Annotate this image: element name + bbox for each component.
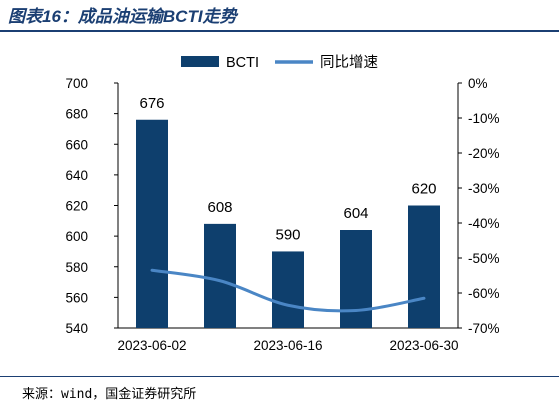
source-note: 来源：wind，国金证券研究所 bbox=[22, 387, 197, 402]
data-labels: 676 608 590 604 620 bbox=[139, 95, 436, 244]
chart-title: 图表16：成品油运输BCTI走势 bbox=[8, 7, 237, 26]
bar-data-label: 604 bbox=[343, 205, 368, 222]
right-tick-label: -30% bbox=[468, 181, 500, 196]
left-tick-label: 660 bbox=[65, 137, 88, 152]
bar bbox=[136, 119, 168, 328]
legend: BCTI 同比增速 bbox=[181, 54, 378, 71]
left-tick-label: 700 bbox=[65, 76, 88, 91]
left-tick-label: 620 bbox=[65, 199, 88, 214]
bar-data-label: 608 bbox=[207, 199, 232, 216]
title-divider bbox=[0, 30, 559, 32]
legend-swatch-bcti bbox=[181, 56, 219, 67]
right-tick-label: 0% bbox=[468, 76, 488, 91]
left-tick-label: 540 bbox=[65, 321, 88, 336]
source-divider bbox=[0, 376, 559, 377]
right-tick-label: -50% bbox=[468, 251, 500, 266]
right-tick-label: -10% bbox=[468, 111, 500, 126]
left-tick-label: 580 bbox=[65, 260, 88, 275]
right-tick-label: -60% bbox=[468, 286, 500, 301]
bar-data-label: 676 bbox=[139, 95, 164, 112]
left-tick-label: 560 bbox=[65, 290, 88, 305]
x-tick-label: 2023-06-30 bbox=[389, 338, 458, 353]
right-tick-label: -40% bbox=[468, 216, 500, 231]
bcti-chart: 700 680 660 640 620 600 580 560 540 0% -10% -20% -30… bbox=[65, 54, 499, 353]
yoy-line bbox=[150, 268, 426, 313]
bar bbox=[408, 205, 440, 328]
bar-data-label: 590 bbox=[275, 226, 300, 243]
bar bbox=[272, 251, 304, 328]
right-tick-label: -70% bbox=[468, 321, 500, 336]
x-tick-label: 2023-06-16 bbox=[253, 338, 322, 353]
bar bbox=[340, 230, 372, 328]
bar-data-label: 620 bbox=[411, 181, 436, 198]
legend-label-bcti: BCTI bbox=[226, 55, 259, 71]
bars bbox=[136, 119, 440, 328]
right-tick-label: -20% bbox=[468, 146, 500, 161]
axes: 700 680 660 640 620 600 580 560 540 0% -10% -20% -30… bbox=[65, 76, 499, 353]
x-tick-label: 2023-06-02 bbox=[117, 338, 186, 353]
legend-label-yoy: 同比增速 bbox=[320, 54, 378, 71]
left-tick-label: 640 bbox=[65, 168, 88, 183]
bar bbox=[204, 223, 236, 328]
left-tick-label: 600 bbox=[65, 229, 88, 244]
left-tick-label: 680 bbox=[65, 107, 88, 122]
